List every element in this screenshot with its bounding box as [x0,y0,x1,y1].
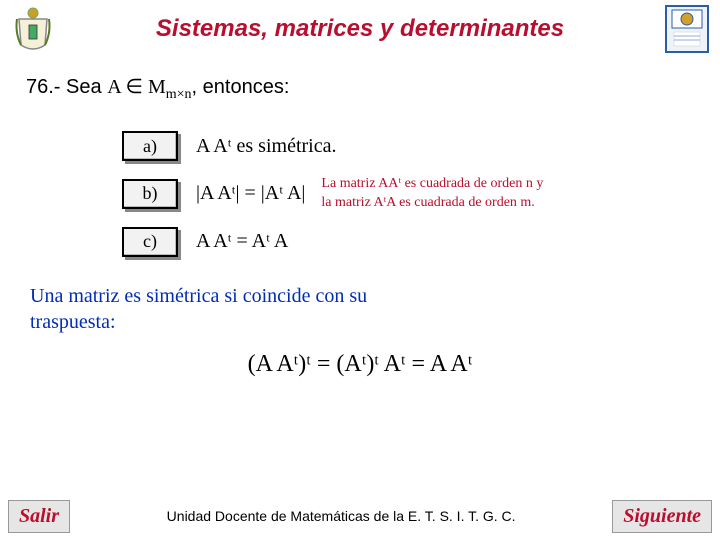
problem-number: 76.- [26,76,60,98]
option-c-button[interactable]: c) [122,227,178,257]
exit-button[interactable]: Salir [8,500,70,533]
problem-set: A ∈ Mm×n [107,76,191,98]
problem-suffix: , entonces: [192,76,290,98]
option-b-button[interactable]: b) [122,179,178,209]
option-c-text: A Aᵗ = Aᵗ A [196,230,288,253]
crest-left-icon [8,4,58,54]
option-row-a: a) A Aᵗ es simétrica. [122,131,694,161]
option-row-b: b) |A Aᵗ| = |Aᵗ A| La matriz AAᵗ es cuad… [122,175,694,213]
option-a-text: A Aᵗ es simétrica. [196,135,336,158]
footer: Salir Unidad Docente de Matemáticas de l… [0,492,720,540]
problem-statement: 76.- Sea A ∈ Mm×n, entonces: [26,74,694,103]
page-title: Sistemas, matrices y determinantes [58,15,662,43]
option-b-note: La matriz AAᵗ es cuadrada de orden n y l… [321,175,543,213]
footer-credit: Unidad Docente de Matemáticas de la E. T… [70,508,612,524]
option-b-text: |A Aᵗ| = |Aᵗ A| [196,182,305,205]
problem-prefix: Sea [66,76,107,98]
content-area: 76.- Sea A ∈ Mm×n, entonces: a) A Aᵗ es … [0,56,720,378]
options-group: a) A Aᵗ es simétrica. b) |A Aᵗ| = |Aᵗ A|… [122,131,694,257]
option-a-button[interactable]: a) [122,131,178,161]
option-row-c: c) A Aᵗ = Aᵗ A [122,227,694,257]
next-button[interactable]: Siguiente [612,500,712,533]
crest-right-icon [662,4,712,54]
header: Sistemas, matrices y determinantes [0,0,720,56]
explanation-text: Una matriz es simétrica si coincide con … [30,283,690,335]
explanation-formula: (A Aᵗ)ᵗ = (Aᵗ)ᵗ Aᵗ = A Aᵗ [26,351,694,378]
